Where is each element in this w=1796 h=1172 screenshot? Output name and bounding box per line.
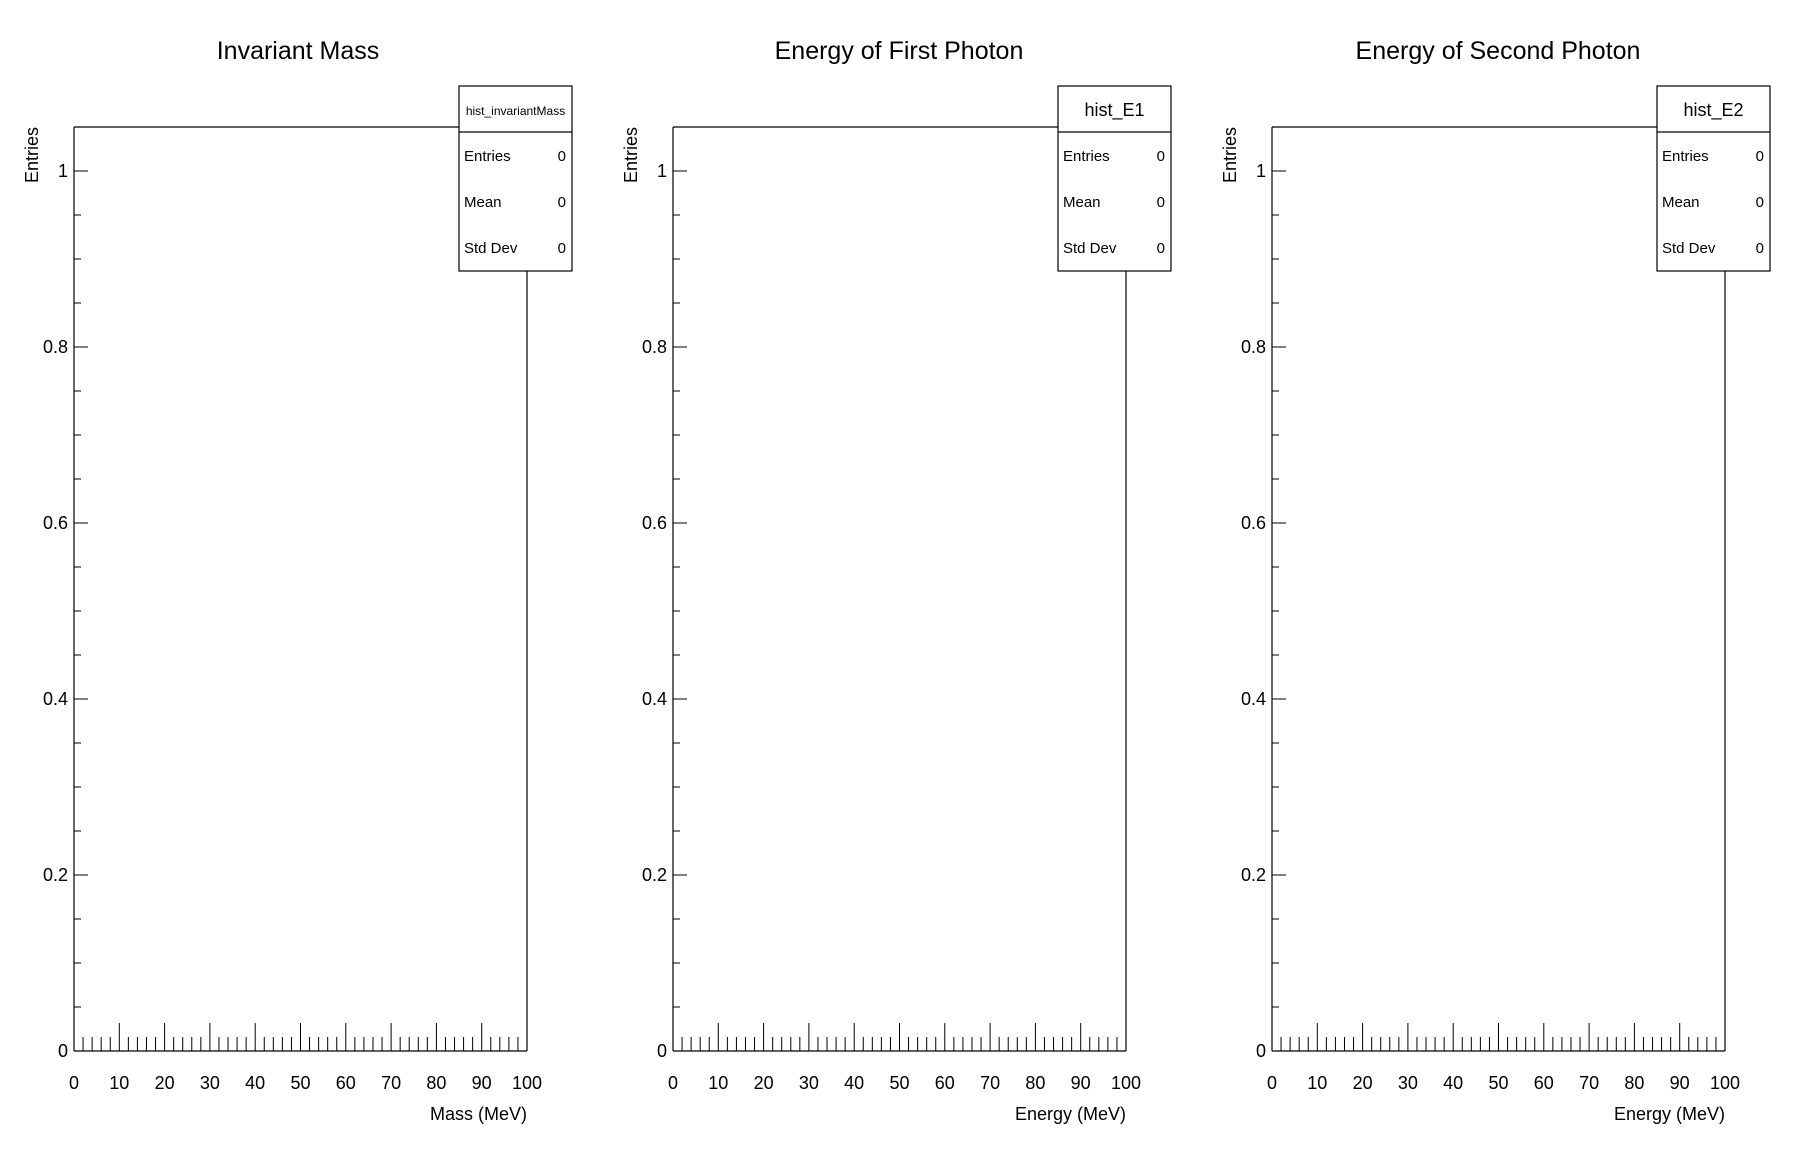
stats-label: Entries [464, 148, 511, 165]
x-tick-label: 80 [1025, 1073, 1045, 1093]
y-tick-label: 0.4 [642, 689, 667, 709]
x-tick-label: 50 [290, 1073, 310, 1093]
x-tick-label: 10 [708, 1073, 728, 1093]
x-tick-label: 80 [426, 1073, 446, 1093]
x-tick-label: 90 [472, 1073, 492, 1093]
stats-box [1057, 85, 1172, 272]
stats-box-name: hist_invariantMass [466, 104, 565, 118]
y-tick-label: 1 [1256, 161, 1266, 181]
stats-label: Mean [464, 194, 502, 211]
stats-label: Mean [1063, 194, 1101, 211]
x-tick-label: 90 [1670, 1073, 1690, 1093]
x-tick-label: 40 [844, 1073, 864, 1093]
stats-label: Mean [1662, 194, 1700, 211]
x-tick-label: 60 [1534, 1073, 1554, 1093]
x-tick-label: 70 [1579, 1073, 1599, 1093]
stats-box [1656, 85, 1771, 272]
x-tick-label: 60 [336, 1073, 356, 1093]
y-tick-label: 0.2 [642, 865, 667, 885]
x-tick-label: 10 [109, 1073, 129, 1093]
x-tick-label: 0 [668, 1073, 678, 1093]
x-axis-title: Energy (MeV) [1614, 1104, 1725, 1124]
stats-value: 0 [1157, 194, 1165, 211]
x-tick-label: 70 [381, 1073, 401, 1093]
stats-value: 0 [1756, 194, 1764, 211]
y-tick-label: 0.8 [642, 337, 667, 357]
x-tick-label: 30 [1398, 1073, 1418, 1093]
x-tick-label: 50 [1488, 1073, 1508, 1093]
y-axis-title: Entries [22, 127, 42, 183]
x-tick-label: 60 [935, 1073, 955, 1093]
x-tick-label: 70 [980, 1073, 1000, 1093]
y-tick-label: 0.6 [642, 513, 667, 533]
stats-label: Std Dev [464, 240, 518, 257]
y-tick-label: 0 [657, 1041, 667, 1061]
stats-value: 0 [1157, 148, 1165, 165]
y-tick-label: 0.4 [43, 689, 68, 709]
stats-label: Std Dev [1063, 240, 1117, 257]
stats-value: 0 [1756, 148, 1764, 165]
y-tick-label: 0 [1256, 1041, 1266, 1061]
y-axis-title: Entries [621, 127, 641, 183]
y-tick-label: 0.2 [1241, 865, 1266, 885]
stats-box-name: hist_E1 [1084, 100, 1144, 121]
chart-panel-first-photon: Energy of First Photon 0 10 20 30 40 50 60 70 80 9… [599, 0, 1197, 1172]
x-tick-label: 90 [1071, 1073, 1091, 1093]
chart-title: Energy of Second Photon [1356, 37, 1641, 65]
y-tick-label: 0.4 [1241, 689, 1266, 709]
x-tick-label: 80 [1624, 1073, 1644, 1093]
stats-label: Entries [1063, 148, 1110, 165]
x-tick-label: 40 [245, 1073, 265, 1093]
x-tick-label: 100 [1111, 1073, 1141, 1093]
stats-value: 0 [558, 240, 566, 257]
y-tick-label: 0.8 [43, 337, 68, 357]
y-tick-label: 0 [58, 1041, 68, 1061]
x-axis-title: Energy (MeV) [1015, 1104, 1126, 1124]
x-tick-label: 50 [889, 1073, 909, 1093]
y-tick-label: 0.8 [1241, 337, 1266, 357]
y-tick-label: 0.6 [43, 513, 68, 533]
chart-panel-second-photon: Energy of Second Photon 0 10 20 30 40 50 60 70 80… [1198, 0, 1796, 1172]
x-axis-title: Mass (MeV) [430, 1104, 527, 1124]
x-tick-label: 100 [512, 1073, 542, 1093]
stats-value: 0 [558, 194, 566, 211]
stats-label: Entries [1662, 148, 1709, 165]
y-tick-label: 1 [58, 161, 68, 181]
y-tick-label: 0.6 [1241, 513, 1266, 533]
x-tick-label: 30 [799, 1073, 819, 1093]
x-tick-label: 30 [200, 1073, 220, 1093]
x-tick-label: 40 [1443, 1073, 1463, 1093]
y-axis-title: Entries [1220, 127, 1240, 183]
stats-box [458, 85, 573, 272]
stats-label: Std Dev [1662, 240, 1716, 257]
x-tick-label: 0 [69, 1073, 79, 1093]
chart-panel-invariant-mass: Invariant Mass 0 10 20 30 40 50 60 70 80 90 100 0 0.2… [0, 0, 598, 1172]
chart-title: Energy of First Photon [775, 37, 1024, 65]
x-tick-label: 0 [1267, 1073, 1277, 1093]
x-tick-label: 20 [1353, 1073, 1373, 1093]
x-tick-label: 20 [754, 1073, 774, 1093]
x-tick-label: 10 [1307, 1073, 1327, 1093]
y-tick-label: 1 [657, 161, 667, 181]
stats-box-name: hist_E2 [1683, 100, 1743, 121]
chart-title: Invariant Mass [217, 37, 380, 65]
y-tick-label: 0.2 [43, 865, 68, 885]
stats-value: 0 [1756, 240, 1764, 257]
x-tick-label: 100 [1710, 1073, 1740, 1093]
stats-value: 0 [558, 148, 566, 165]
stats-value: 0 [1157, 240, 1165, 257]
x-tick-label: 20 [155, 1073, 175, 1093]
